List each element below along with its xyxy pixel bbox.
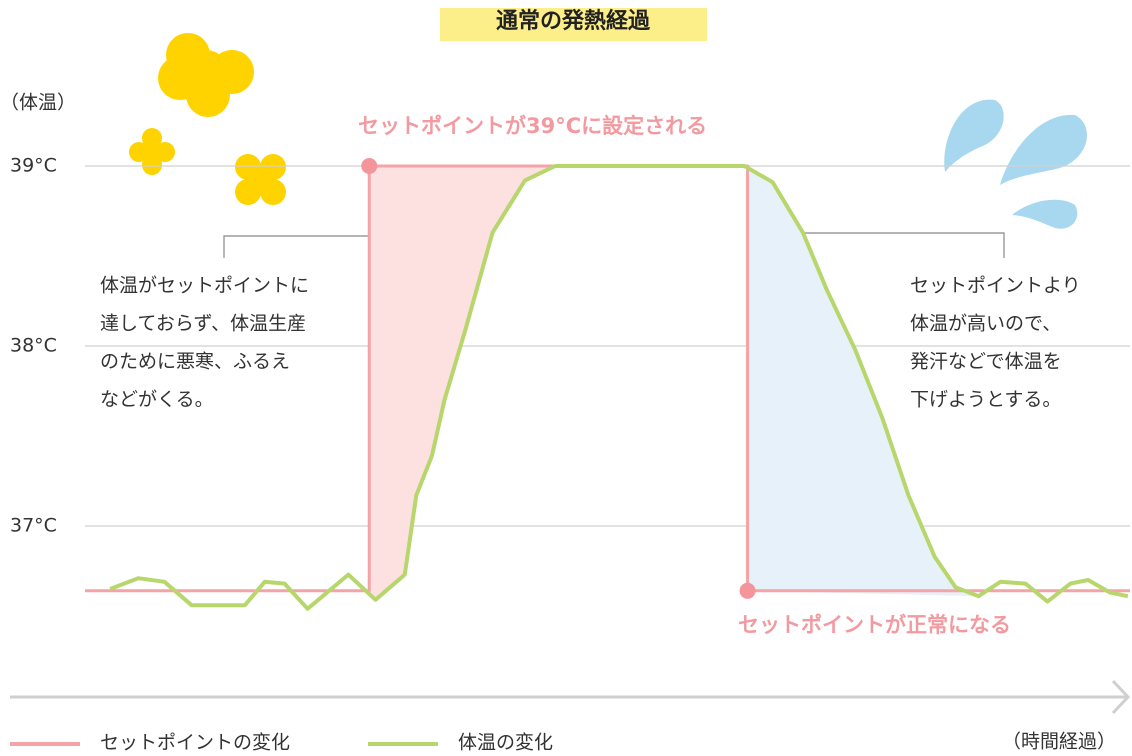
sweat-drops (944, 99, 1087, 229)
legend-label: 体温の変化 (458, 732, 553, 754)
y-tick-label: 37°C (10, 515, 57, 537)
chart-title: 通常の発熱経過 (496, 8, 651, 34)
annotation-line: 体温が高いので、 (910, 313, 1061, 335)
left-leader (223, 235, 400, 258)
annotation-line: 発汗などで体温を (910, 351, 1062, 373)
annotation-line: セットポイントより (910, 275, 1081, 297)
x-axis-label: （時間経過） (1002, 731, 1116, 753)
annotation-line: 下げようとする。 (910, 389, 1061, 411)
time-arrow (1111, 679, 1131, 715)
y-axis-label: （体温） (0, 92, 76, 114)
yellow-flowers (129, 33, 286, 205)
annotation-line: 体温がセットポイントに (100, 275, 309, 297)
annotation-line: などがくる。 (100, 389, 214, 411)
annotation-line: のために悪寒、ふるえ (100, 351, 290, 373)
right-leader (776, 232, 1005, 258)
setpoint-marker (739, 582, 756, 599)
annotation-line: 達しておらず、体温生産 (100, 313, 306, 335)
annotation: セットポイントが正常になる (738, 613, 1011, 637)
title-highlight (440, 8, 707, 41)
setpoint-marker (361, 158, 378, 174)
fall-fill (747, 166, 979, 597)
series-line (85, 164, 1130, 593)
legend-label: セットポイントの変化 (100, 732, 290, 754)
y-tick-label: 39°C (10, 155, 57, 177)
rise-fill (369, 166, 556, 600)
series-line (109, 164, 1129, 611)
plot (85, 158, 1130, 611)
annotation: セットポイントが39°Cに設定される (358, 114, 707, 138)
y-tick-label: 38°C (10, 335, 57, 357)
